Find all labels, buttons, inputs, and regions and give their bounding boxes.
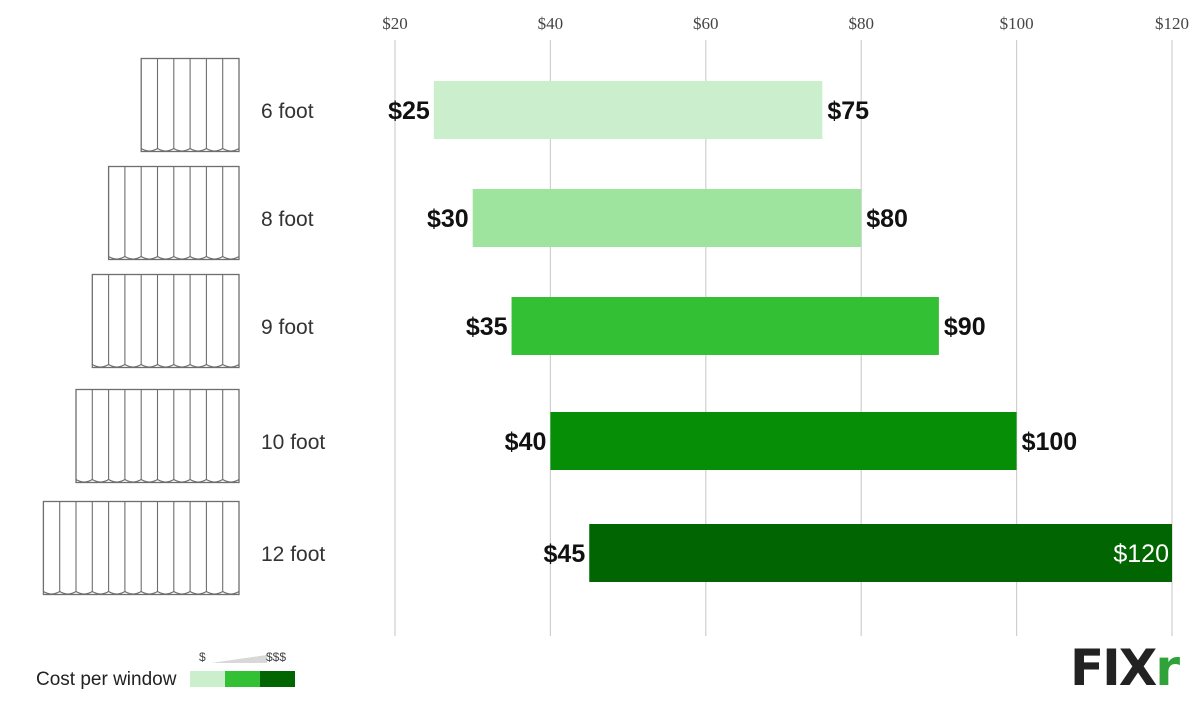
curtain-panels-icon xyxy=(42,500,240,596)
logo-text-main: FIX xyxy=(1070,639,1157,697)
low-value-label: $45 xyxy=(544,540,586,568)
legend-swatch-high xyxy=(260,671,295,687)
legend-swatch-low xyxy=(190,671,225,687)
bars xyxy=(433,81,1172,582)
x-tick-label: $80 xyxy=(848,14,874,33)
category-labels: 6 foot 8 foot 9 foot 10 foot 12 foot xyxy=(261,100,325,566)
high-value-label: $120 xyxy=(1113,540,1169,568)
legend-wedge xyxy=(211,655,267,663)
legend-color-scale xyxy=(190,671,295,687)
curtain-panels-icon xyxy=(75,388,240,484)
low-value-label: $35 xyxy=(466,313,508,341)
high-value-label: $75 xyxy=(827,97,869,125)
value-labels: $25 $75 $30 $80 $35 $90 $40 $100 $45 $120 xyxy=(388,97,1169,568)
category-label: 8 foot xyxy=(261,208,314,231)
legend-low-symbol: $ xyxy=(199,650,206,664)
x-axis-ticks: $20 $40 $60 $80 $100 $120 xyxy=(382,14,1189,33)
curtain-panels-icon xyxy=(140,57,240,153)
x-tick-label: $100 xyxy=(1000,14,1034,33)
category-label: 6 foot xyxy=(261,100,314,123)
category-label: 9 foot xyxy=(261,316,314,339)
x-tick-label: $120 xyxy=(1155,14,1189,33)
category-label: 12 foot xyxy=(261,543,325,566)
legend-high-symbol: $$$ xyxy=(266,650,287,664)
legend-title: Cost per window xyxy=(36,669,177,690)
high-value-label: $80 xyxy=(866,205,908,233)
logo-text-accent: r xyxy=(1155,639,1180,697)
low-value-label: $30 xyxy=(427,205,469,233)
fixr-logo: FIXr xyxy=(1070,643,1192,693)
high-value-label: $90 xyxy=(944,313,986,341)
low-value-label: $40 xyxy=(505,428,547,456)
range-bar xyxy=(589,524,1172,582)
cost-legend: $ $$$ Cost per window xyxy=(36,650,306,694)
low-value-label: $25 xyxy=(388,97,430,125)
high-value-label: $100 xyxy=(1022,428,1078,456)
x-tick-label: $40 xyxy=(538,14,564,33)
x-tick-label: $60 xyxy=(693,14,719,33)
legend-swatch-mid xyxy=(225,671,260,687)
range-bar xyxy=(550,412,1017,470)
range-bar xyxy=(472,189,862,247)
curtain-panels-icon xyxy=(107,165,240,261)
category-label: 10 foot xyxy=(261,431,325,454)
range-bar xyxy=(511,297,939,355)
curtain-panels-icon xyxy=(91,273,240,369)
range-bar xyxy=(433,81,823,139)
category-icons xyxy=(42,57,240,596)
x-tick-label: $20 xyxy=(382,14,408,33)
